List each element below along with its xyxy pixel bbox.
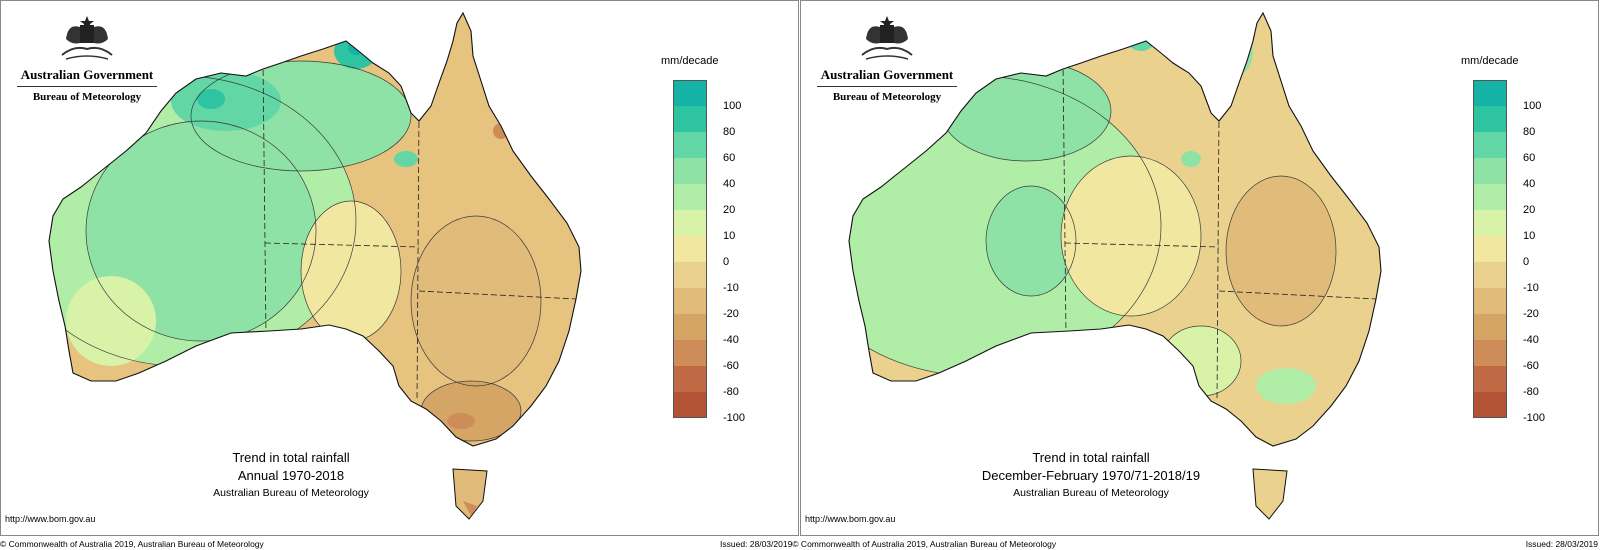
legend-swatch [1473,106,1507,132]
legend-tick-label: 10 [723,230,736,242]
legend-swatch [673,236,707,262]
legend-tick-label: 100 [1523,100,1542,112]
legend-swatch [1473,132,1507,158]
map-title: Trend in total rainfall [1032,450,1150,465]
footer-issued-copyright: Issued: 28/03/2019© Commonwealth of Aust… [720,539,1057,549]
legend-tick-label: -60 [1523,360,1539,372]
legend-tick-label: 0 [1523,256,1530,268]
footer-issued-right: Issued: 28/03/2019 [1525,539,1598,549]
legend-tick-label: -80 [1523,386,1539,398]
legend-tick-label: 20 [1523,204,1536,216]
legend-tick-label: 100 [723,100,742,112]
legend-swatch [673,288,707,314]
legend-tick-label: -60 [723,360,739,372]
government-name: Australian Government [20,67,154,82]
legend-swatch [1473,184,1507,210]
government-logo-block: Australian Government Bureau of Meteorol… [817,15,957,103]
rainfall-trend-map [848,12,1382,520]
legend-swatch [673,314,707,340]
legend-tick-label: -100 [723,412,746,424]
logo-divider [17,86,157,87]
legend-color-bar [673,80,707,418]
legend-color-bar [1473,80,1507,418]
bureau-name: Bureau of Meteorology [32,91,142,103]
bureau-name: Bureau of Meteorology [832,91,942,103]
map-title-block: Trend in total rainfall December-Februar… [951,449,1231,501]
legend-tick-label: -20 [723,308,739,320]
legend-tick-label: -80 [723,386,739,398]
legend-tick-label: 40 [723,178,736,190]
legend-tick-label: -20 [1523,308,1539,320]
bom-url-link[interactable]: http://www.bom.gov.au [805,514,896,524]
legend-tick-label: 10 [1523,230,1536,242]
legend-tick-label: 40 [1523,178,1536,190]
government-name: Australian Government [820,67,954,82]
legend-swatch [673,80,707,106]
legend-swatch [1473,392,1507,418]
map-title: Trend in total rainfall [232,450,350,465]
legend-swatch [1473,210,1507,236]
map-panel-summer: Australian Government Bureau of Meteorol… [800,0,1599,536]
legend-swatch [1473,314,1507,340]
map-period: December-February 1970/71-2018/19 [981,468,1201,483]
legend-tick-label: 80 [723,126,736,138]
map-source: Australian Bureau of Meteorology [213,487,369,499]
legend-swatch [1473,288,1507,314]
legend-tick-label: 0 [723,256,730,268]
legend-swatch [673,262,707,288]
legend-swatch [673,106,707,132]
legend-swatch [1473,236,1507,262]
bom-url-link[interactable]: http://www.bom.gov.au [5,514,96,524]
legend-tick-label: 20 [723,204,736,216]
map-source: Australian Bureau of Meteorology [1013,487,1169,499]
legend-swatch [1473,340,1507,366]
legend-swatch [1473,366,1507,392]
legend-swatch [673,132,707,158]
legend-tick-label: -10 [1523,282,1539,294]
rainfall-trend-map [48,12,582,520]
legend-tick-label: -10 [723,282,739,294]
map-title-block: Trend in total rainfall Annual 1970-2018… [151,449,431,501]
coat-of-arms-icon [61,16,113,60]
legend-unit: mm/decade [1461,55,1519,67]
government-logo-block: Australian Government Bureau of Meteorol… [17,15,157,103]
legend-swatch [1473,80,1507,106]
legend-swatch [673,392,707,418]
legend-tick-label: -40 [1523,334,1539,346]
legend-tick-label: 60 [723,152,736,164]
legend-swatch [673,366,707,392]
map-period: Annual 1970-2018 [237,468,345,483]
map-panel-annual: Australian Government Bureau of Meteorol… [0,0,799,536]
footer-copyright-left: © Commonwealth of Australia 2019, Austra… [0,539,264,549]
legend-swatch [673,210,707,236]
legend-tick-label: -40 [723,334,739,346]
coat-of-arms-icon [861,16,913,60]
legend-swatch [673,158,707,184]
legend-tick-label: 80 [1523,126,1536,138]
logo-divider [817,86,957,87]
legend-swatch [1473,262,1507,288]
legend-tick-label: -100 [1523,412,1546,424]
legend-tick-label: 60 [1523,152,1536,164]
legend-swatch [1473,158,1507,184]
legend-unit: mm/decade [661,55,719,67]
legend-swatch [673,184,707,210]
legend-swatch [673,340,707,366]
